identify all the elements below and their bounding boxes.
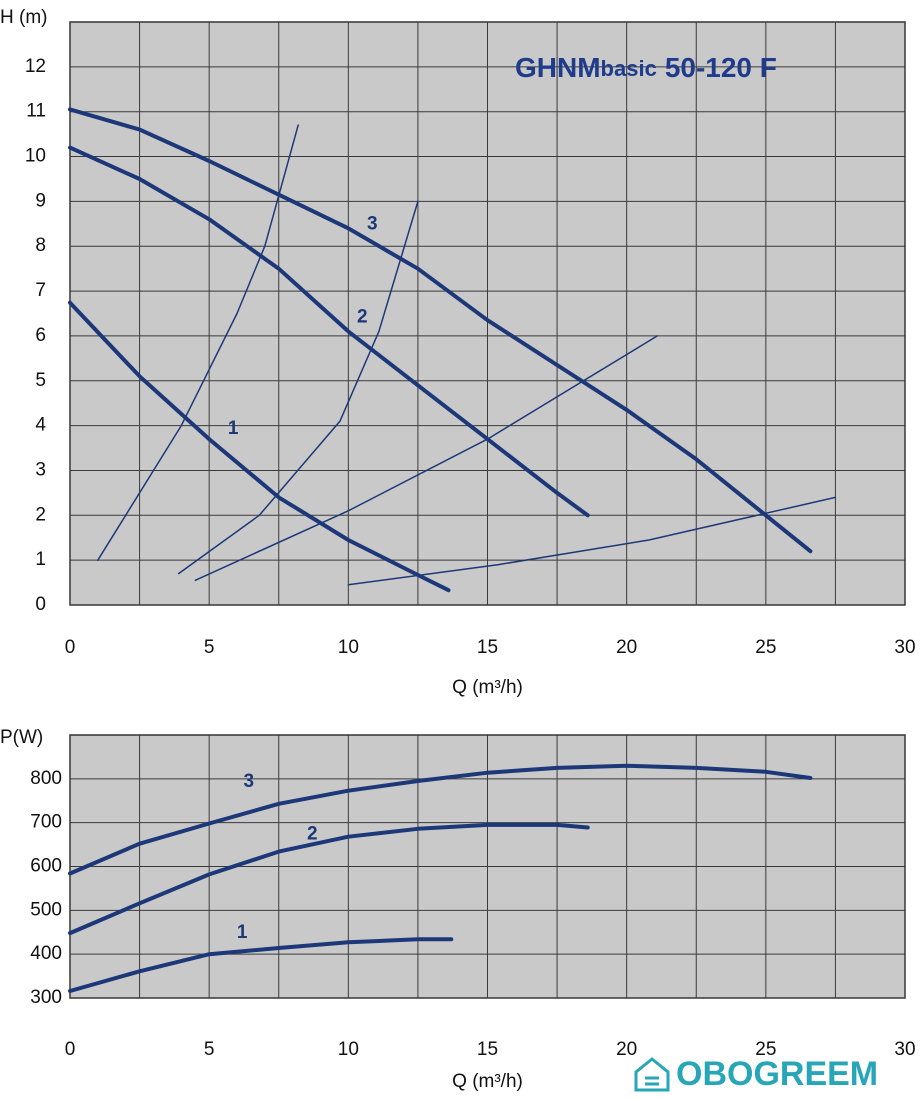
y-tick-label: 1 <box>35 549 46 570</box>
y-tick-label: 300 <box>30 987 62 1008</box>
title-small: basic <box>601 56 657 81</box>
y-tick-label: 3 <box>35 459 46 480</box>
series-line <box>68 822 590 936</box>
y-axis-label: P(W) <box>0 727 43 748</box>
series-line <box>97 124 299 561</box>
watermark-icon <box>634 1057 670 1092</box>
x-tick-label: 30 <box>894 637 915 658</box>
y-tick-label: 700 <box>30 812 62 833</box>
x-tick-label: 15 <box>477 637 498 658</box>
y-tick-label: 12 <box>25 56 46 77</box>
x-tick-label: 25 <box>755 1039 776 1060</box>
plot: 300 400 500 600 700 800 0 5 10 15 20 25 30 Q (m³/h) P(… <box>0 727 916 1093</box>
curve-label: 3 <box>367 213 378 234</box>
curve-label: 2 <box>307 824 318 845</box>
y-tick-label: 600 <box>30 856 62 877</box>
watermark: OBOGREEM <box>676 1055 878 1093</box>
curve-label: 1 <box>228 418 239 439</box>
series-line <box>68 145 590 518</box>
y-tick-label: 2 <box>35 504 46 525</box>
x-axis-label: Q (m³/h) <box>452 1071 523 1092</box>
y-tick-label: 11 <box>26 101 46 122</box>
y-tick-label: 10 <box>25 146 46 167</box>
chart-title: GHNMbasic 50-120 F <box>515 52 777 83</box>
y-axis-label: H (m) <box>0 7 47 28</box>
curve-label: 1 <box>237 922 248 943</box>
x-tick-label: 10 <box>338 637 359 658</box>
y-tick-label: 8 <box>35 235 46 256</box>
x-tick-label: 25 <box>755 637 776 658</box>
curve-label: 2 <box>357 306 368 327</box>
y-tick-label: 5 <box>35 370 46 391</box>
x-tick-label: 15 <box>477 1039 498 1060</box>
title-rest: 50-120 F <box>665 52 777 83</box>
y-tick-label: 7 <box>35 280 46 301</box>
y-tick-label: 4 <box>35 415 46 436</box>
y-tick-label: 400 <box>30 943 62 964</box>
series-line <box>347 496 837 586</box>
x-tick-label: 5 <box>204 637 215 658</box>
x-tick-label: 20 <box>616 1039 637 1060</box>
series-line <box>194 335 659 582</box>
x-tick-label: 20 <box>616 637 637 658</box>
y-tick-label: 6 <box>35 325 46 346</box>
y-tick-label: 9 <box>35 190 46 211</box>
x-axis-label: Q (m³/h) <box>452 677 523 698</box>
series-line <box>68 937 454 993</box>
x-tick-label: 10 <box>338 1039 359 1060</box>
y-tick-label: 500 <box>30 899 62 920</box>
x-tick-label: 30 <box>894 1039 915 1060</box>
series-line <box>68 763 813 876</box>
x-tick-label: 0 <box>65 1039 76 1060</box>
series-line <box>68 107 813 554</box>
title-main: GHNM <box>515 52 601 83</box>
x-tick-label: 0 <box>65 637 76 658</box>
series-line <box>177 200 419 575</box>
y-tick-label: 0 <box>35 594 46 615</box>
x-tick-label: 5 <box>204 1039 215 1060</box>
curve-label: 3 <box>243 771 254 792</box>
y-tick-label: 800 <box>30 768 62 789</box>
